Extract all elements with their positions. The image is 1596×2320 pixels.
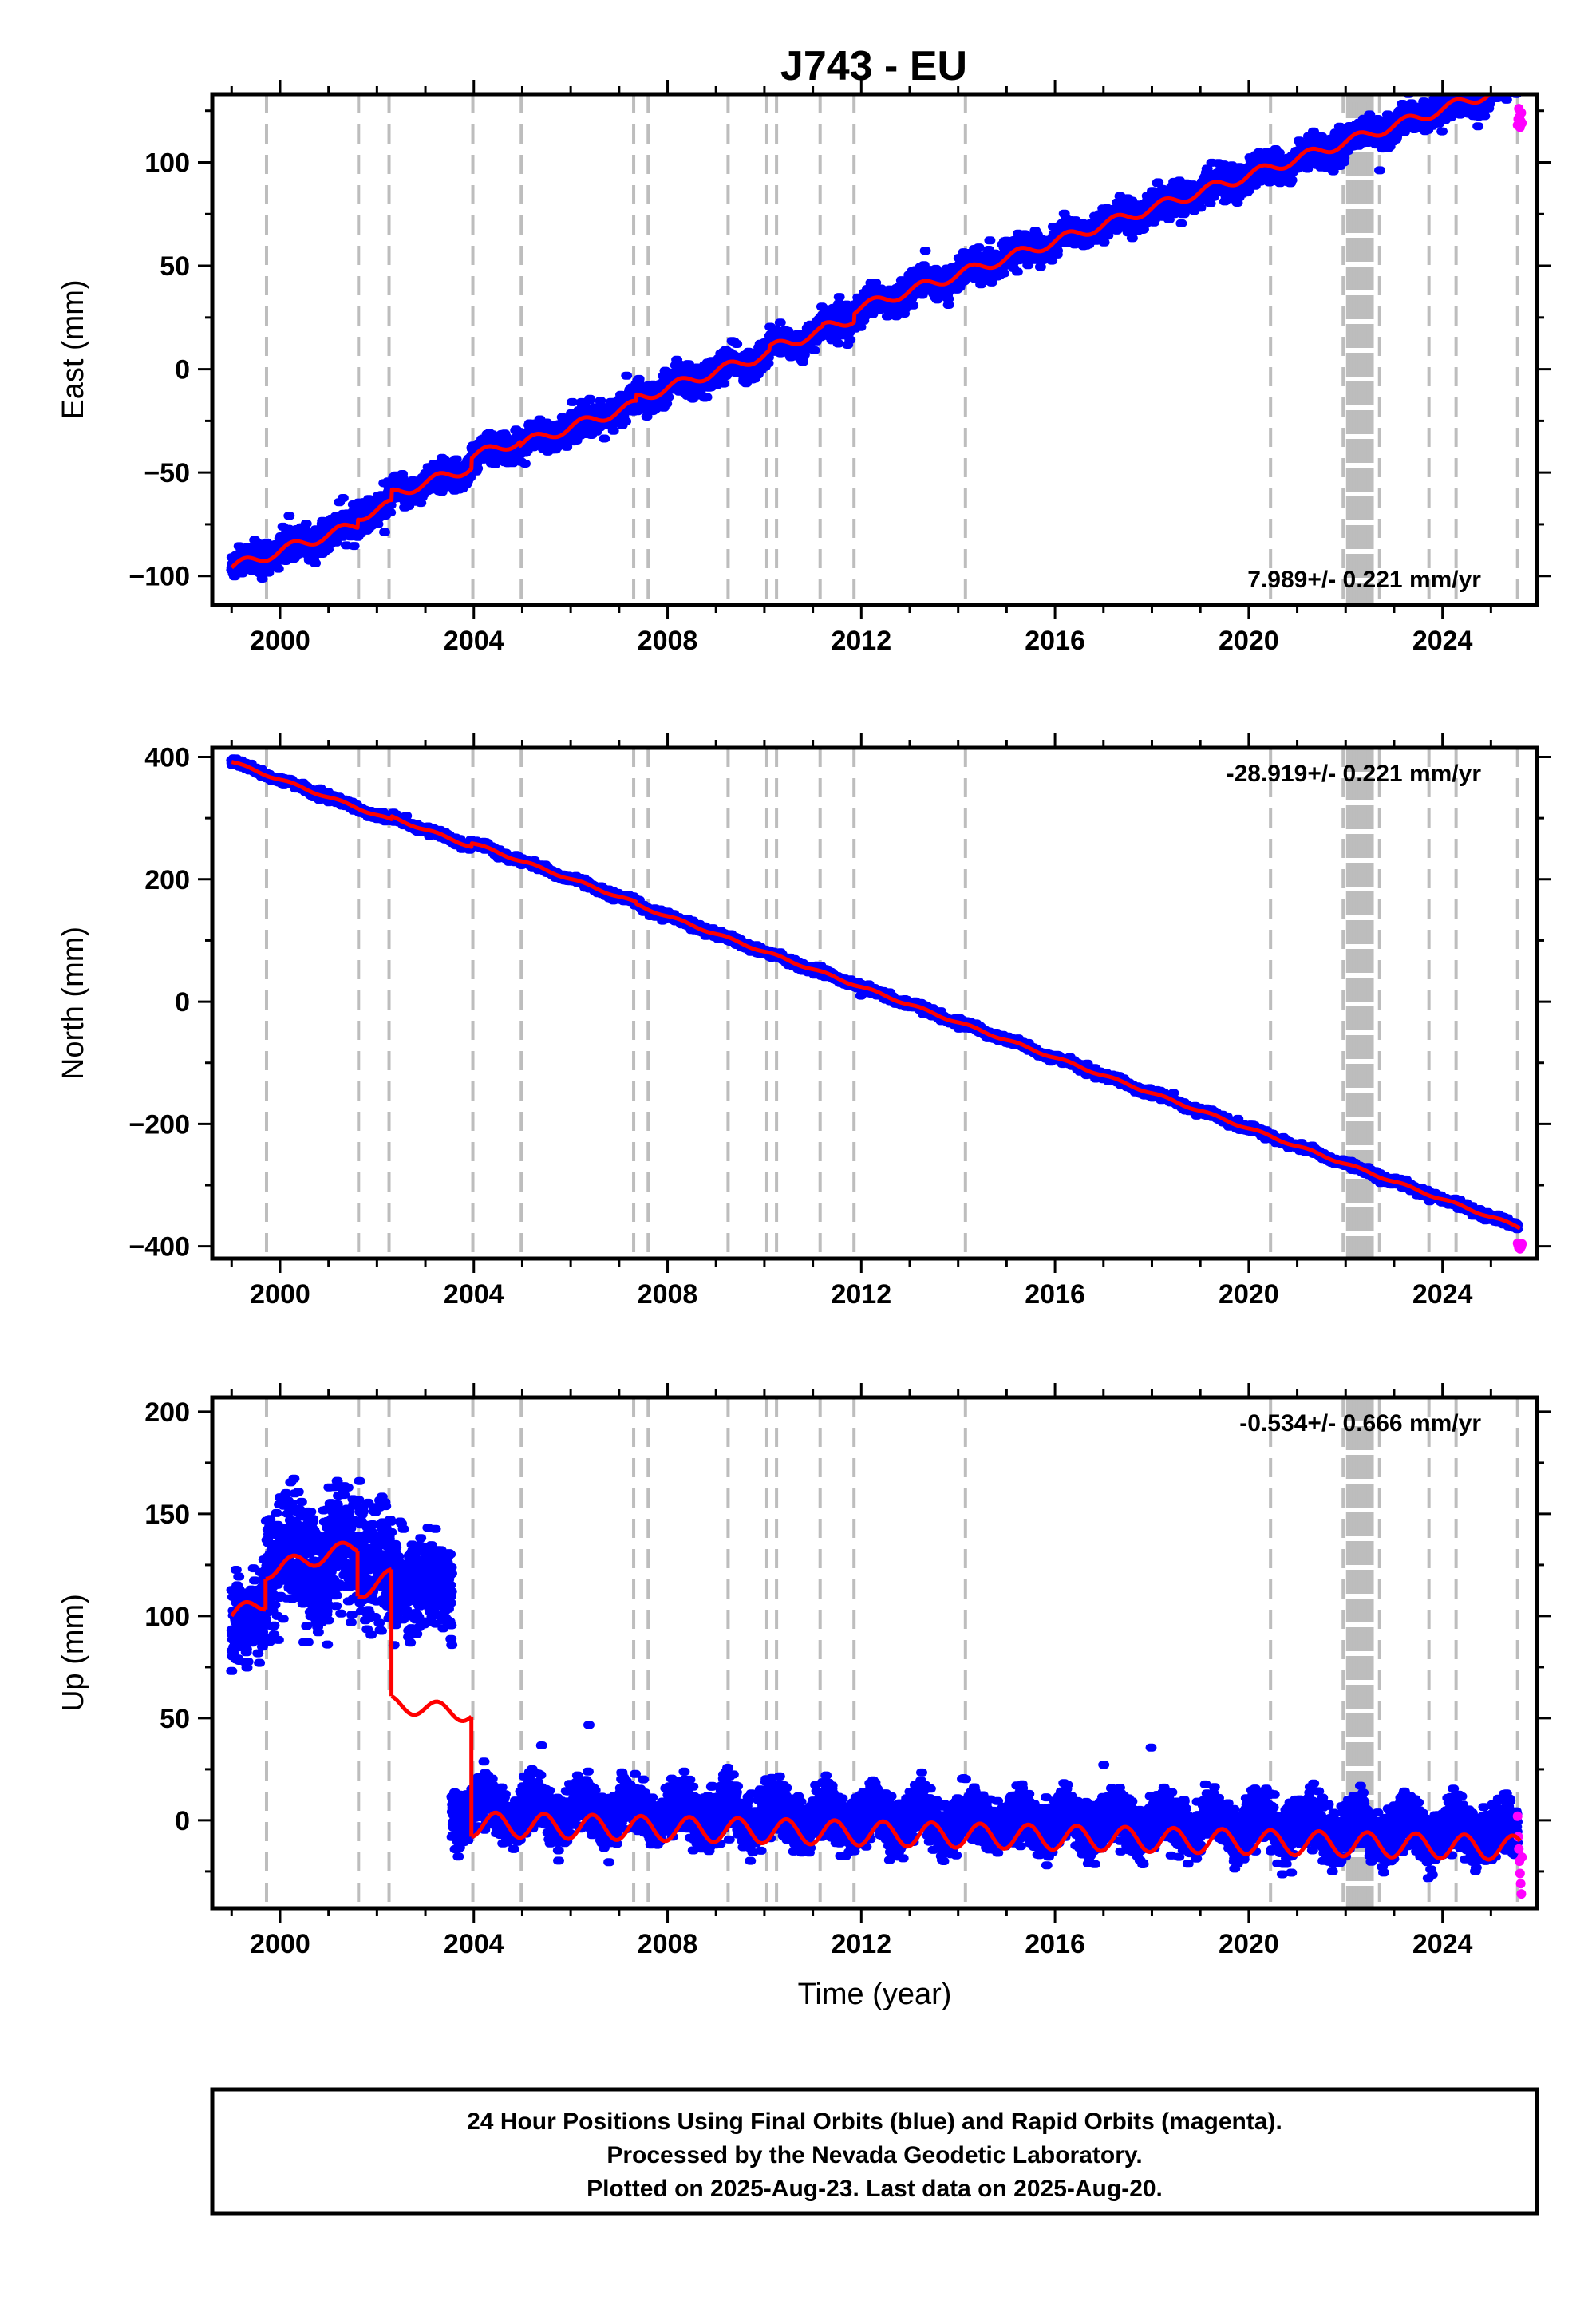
panel-north: 2000 2004 2008 2012 2016 2020 2024 −400 −200 0 200… (57, 733, 1551, 1310)
chart-title: J743 - EU (780, 43, 967, 89)
y-tick-label: 100 (144, 1602, 190, 1632)
rapid-orbit-point (1512, 1811, 1523, 1821)
x-tick-label: 2012 (831, 1279, 891, 1310)
rate-label: -28.919+/- 0.221 mm/yr (1227, 761, 1482, 787)
x-tick-label: 2020 (1219, 626, 1279, 656)
x-tick-label: 2024 (1412, 626, 1473, 656)
panel-up: 2000 2004 2008 2012 2016 2020 2024 0 50 100 150 200… (57, 1383, 1551, 2011)
x-tick-label: 2020 (1219, 1929, 1279, 1959)
y-axis-title: Up (mm) (57, 1594, 90, 1712)
axes-frame (210, 745, 1539, 1261)
model-fit-line (230, 760, 1522, 1231)
x-tick-label: 2020 (1219, 1279, 1279, 1310)
x-tick-label: 2004 (444, 1929, 504, 1959)
x-tick-label: 2000 (250, 1929, 310, 1959)
x-tick-label: 2016 (1025, 626, 1085, 656)
rapid-orbit-point (1514, 1844, 1524, 1854)
final-orbit-points (226, 1474, 1523, 1883)
final-orbit-points (226, 94, 1523, 583)
rapid-orbit-points (1512, 104, 1527, 132)
rapid-orbit-point (1515, 1879, 1526, 1889)
footer-box: 24 Hour Positions Using Final Orbits (bl… (210, 2087, 1539, 2216)
axes-frame (210, 92, 1539, 607)
x-tick-label: 2024 (1412, 1279, 1473, 1310)
rapid-orbit-point (1517, 1239, 1527, 1249)
y-tick-label: 50 (160, 251, 190, 282)
footer-frame (210, 2087, 1539, 2216)
y-tick-label: 100 (144, 148, 190, 179)
footer-line-1: 24 Hour Positions Using Final Orbits (bl… (467, 2109, 1282, 2135)
y-tick-label: 200 (144, 1397, 190, 1428)
y-tick-label: 400 (144, 742, 190, 773)
y-axis-title: East (mm) (57, 279, 90, 419)
y-tick-label: −100 (128, 562, 190, 592)
x-tick-label: 2016 (1025, 1279, 1085, 1310)
y-tick-label: 50 (160, 1704, 190, 1734)
panels-group: 2000 2004 2008 2012 2016 2020 2024−100−5005010… (57, 80, 1551, 2011)
x-tick-label: 2008 (638, 626, 698, 656)
x-tick-label: 2012 (831, 1929, 891, 1959)
panel-east: 2000 2004 2008 2012 2016 2020 2024 −100 −50 0 50 10… (57, 80, 1551, 656)
y-axis-title: North (mm) (57, 927, 90, 1080)
model-fit-line (230, 1600, 267, 1618)
rapid-orbit-point (1515, 1868, 1525, 1879)
y-tick-label: 200 (144, 865, 190, 895)
model-fit-line (265, 1540, 359, 1581)
footer-line-3: Plotted on 2025-Aug-23. Last data on 202… (587, 2176, 1163, 2202)
x-tick-label: 2012 (831, 626, 891, 656)
rate-label: 7.989+/- 0.221 mm/yr (1247, 567, 1481, 593)
footer-line-2: Processed by the Nevada Geodetic Laborat… (606, 2142, 1142, 2168)
rapid-orbit-point (1517, 118, 1527, 128)
model-fit-line (230, 94, 1492, 570)
y-tick-label: 0 (175, 987, 190, 1018)
y-tick-label: −200 (128, 1109, 190, 1140)
y-tick-label: −400 (128, 1232, 190, 1263)
x-tick-label: 2008 (638, 1279, 698, 1310)
model-fit-line (356, 1567, 393, 1599)
x-tick-label: 2000 (250, 1279, 310, 1310)
rapid-orbit-point (1516, 108, 1527, 118)
model-fit-line (390, 1694, 473, 1723)
rapid-orbit-point (1517, 1852, 1527, 1862)
y-tick-label: 0 (175, 1806, 190, 1836)
rapid-orbit-points (1512, 1811, 1527, 1899)
y-tick-label: 0 (175, 355, 190, 385)
x-tick-label: 2000 (250, 626, 310, 656)
x-tick-label: 2024 (1412, 1929, 1473, 1959)
axes-frame (210, 1395, 1539, 1911)
x-tick-label: 2004 (444, 1279, 504, 1310)
x-tick-label: 2004 (444, 626, 504, 656)
rapid-orbit-point (1516, 1889, 1527, 1899)
rapid-orbit-points (1512, 1238, 1527, 1254)
rate-label: -0.534+/- 0.666 mm/yr (1239, 1410, 1481, 1437)
y-tick-label: −50 (144, 458, 190, 488)
x-tick-label: 2008 (638, 1929, 698, 1959)
model-fit-line (469, 1810, 1522, 1862)
y-tick-label: 150 (144, 1500, 190, 1530)
x-tick-label: 2016 (1025, 1929, 1085, 1959)
x-axis-title: Time (year) (798, 1978, 952, 2011)
